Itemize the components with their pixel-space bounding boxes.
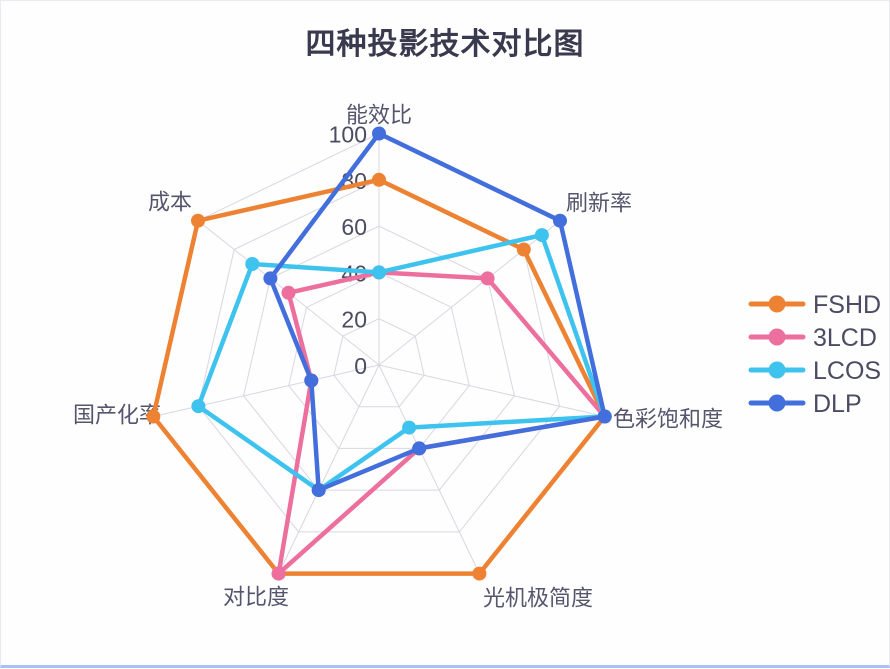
- data-point-lcos-3: [402, 420, 417, 435]
- legend-label: DLP: [813, 390, 862, 418]
- data-point-dlp-5: [304, 373, 319, 388]
- data-point-lcos-5: [191, 399, 206, 414]
- data-point-3lcd-6: [281, 285, 296, 300]
- legend-marker-icon: [768, 328, 786, 346]
- tick-label-100: 100: [329, 122, 367, 148]
- tick-label-60: 60: [341, 214, 367, 240]
- data-point-lcos-0: [372, 265, 386, 280]
- data-point-3lcd-4: [271, 566, 286, 581]
- data-point-fshd-3: [472, 566, 487, 581]
- axis-spoke-5: [153, 364, 380, 417]
- data-point-dlp-0: [372, 126, 386, 141]
- legend-marker-icon: [768, 361, 786, 379]
- indicator-label-6: 成本: [148, 190, 192, 215]
- legend-item-lcos[interactable]: LCOS: [748, 357, 881, 385]
- data-point-fshd-5: [146, 409, 161, 424]
- series-line-fshd: [151, 177, 607, 576]
- legend-label: FSHD: [813, 291, 881, 319]
- data-point-lcos-1: [534, 228, 549, 243]
- grid-ring-1: [333, 318, 425, 408]
- data-point-dlp-6: [263, 271, 278, 286]
- series-line-dlp: [268, 131, 607, 493]
- legend-marker-icon: [768, 295, 786, 313]
- indicator-label-1: 刷新率: [566, 191, 632, 216]
- axis-spoke-1: [378, 220, 561, 366]
- indicator-label-2: 色彩饱和度: [613, 407, 723, 432]
- indicator-label-5: 国产化率: [73, 403, 161, 428]
- indicator-label-4: 对比度: [223, 585, 289, 610]
- axis-spoke-3: [378, 364, 480, 574]
- legend-item-dlp[interactable]: DLP: [748, 390, 862, 418]
- data-point-dlp-3: [412, 441, 427, 456]
- series-line-lcos: [196, 232, 607, 493]
- data-point-3lcd-1: [480, 271, 495, 286]
- legend-item-fshd[interactable]: FSHD: [748, 291, 881, 319]
- series-lcos: [191, 228, 612, 498]
- grid-ring-4: [197, 179, 561, 533]
- data-point-dlp-2: [597, 409, 612, 424]
- tick-label-0: 0: [354, 353, 367, 379]
- legend-label: LCOS: [813, 357, 881, 385]
- axis-spoke-2: [378, 364, 605, 417]
- series-line-3lcd: [276, 270, 607, 576]
- data-point-dlp-4: [311, 483, 326, 498]
- tick-label-20: 20: [341, 307, 367, 333]
- legend-item-3lcd[interactable]: 3LCD: [748, 324, 877, 352]
- series-dlp: [263, 126, 612, 498]
- data-point-dlp-1: [553, 213, 567, 228]
- legend-marker-icon: [768, 394, 786, 412]
- data-point-fshd-6: [191, 213, 205, 228]
- data-point-fshd-1: [516, 242, 531, 257]
- data-point-fshd-0: [372, 172, 386, 187]
- chart-title: 四种投影技术对比图: [305, 28, 585, 61]
- data-point-lcos-6: [245, 257, 260, 271]
- grid-ring-3: [243, 225, 515, 491]
- indicator-label-0: 能效比: [346, 103, 412, 128]
- axis-spoke-4: [278, 364, 380, 574]
- legend-label: 3LCD: [813, 324, 877, 352]
- indicator-label-3: 光机极简度: [483, 586, 593, 611]
